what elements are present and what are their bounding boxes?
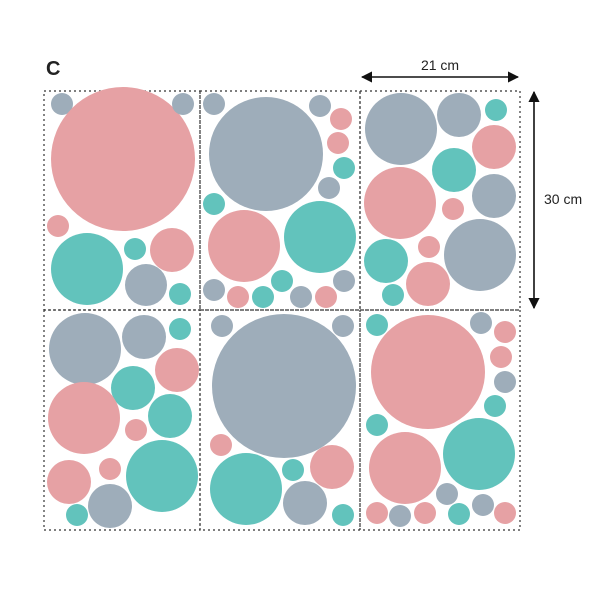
pink-dot-decal: [490, 346, 512, 368]
teal-dot-decal: [332, 504, 354, 526]
gray-dot-decal: [436, 483, 458, 505]
teal-dot-decal: [364, 239, 408, 283]
gray-dot-decal: [122, 315, 166, 359]
teal-dot-decal: [432, 148, 476, 192]
teal-dot-decal: [169, 318, 191, 340]
gray-dot-decal: [333, 270, 355, 292]
pink-dot-decal: [47, 460, 91, 504]
pink-dot-decal: [48, 382, 120, 454]
teal-dot-decal: [210, 453, 282, 525]
pink-dot-decal: [125, 419, 147, 441]
teal-dot-decal: [282, 459, 304, 481]
pink-dot-decal: [371, 315, 485, 429]
gray-dot-decal: [203, 279, 225, 301]
pink-dot-decal: [51, 87, 195, 231]
teal-dot-decal: [366, 314, 388, 336]
pink-dot-decal: [155, 348, 199, 392]
teal-dot-decal: [124, 238, 146, 260]
teal-dot-decal: [284, 201, 356, 273]
teal-dot-decal: [252, 286, 274, 308]
teal-dot-decal: [443, 418, 515, 490]
pink-dot-decal: [150, 228, 194, 272]
width-label: 21 cm: [421, 57, 459, 73]
pink-dot-decal: [315, 286, 337, 308]
teal-dot-decal: [126, 440, 198, 512]
pink-dot-decal: [47, 215, 69, 237]
teal-dot-decal: [333, 157, 355, 179]
gray-dot-decal: [211, 315, 233, 337]
teal-dot-decal: [448, 503, 470, 525]
gray-dot-decal: [472, 494, 494, 516]
pink-dot-decal: [310, 445, 354, 489]
pink-dot-decal: [406, 262, 450, 306]
pink-dot-decal: [99, 458, 121, 480]
teal-dot-decal: [366, 414, 388, 436]
teal-dot-decal: [51, 233, 123, 305]
gray-dot-decal: [49, 313, 121, 385]
pink-dot-decal: [414, 502, 436, 524]
width-dimension: 21 cm: [360, 57, 520, 83]
gray-dot-decal: [203, 93, 225, 115]
teal-dot-decal: [66, 504, 88, 526]
pink-dot-decal: [227, 286, 249, 308]
pink-dot-decal: [366, 502, 388, 524]
gray-dot-decal: [444, 219, 516, 291]
panel-frame: [359, 309, 521, 531]
gray-dot-decal: [172, 93, 194, 115]
pink-dot-decal: [494, 321, 516, 343]
pink-dot-decal: [330, 108, 352, 130]
panel-frame: [43, 90, 201, 311]
gray-dot-decal: [290, 286, 312, 308]
teal-dot-decal: [169, 283, 191, 305]
panel-frames: [43, 90, 521, 531]
gray-dot-decal: [125, 264, 167, 306]
pink-dot-decal: [442, 198, 464, 220]
gray-dot-decal: [51, 93, 73, 115]
teal-dot-decal: [271, 270, 293, 292]
gray-dot-decal: [283, 481, 327, 525]
gray-dot-decal: [318, 177, 340, 199]
pink-dot-decal: [418, 236, 440, 258]
pink-dot-decal: [210, 434, 232, 456]
gray-dot-decal: [494, 371, 516, 393]
sheet-label: C: [46, 58, 61, 80]
pink-dot-decal: [327, 132, 349, 154]
gray-dot-decal: [332, 315, 354, 337]
teal-dot-decal: [484, 395, 506, 417]
gray-dot-decal: [309, 95, 331, 117]
teal-dot-decal: [148, 394, 192, 438]
pink-dot-decal: [494, 502, 516, 524]
gray-dot-decal: [212, 314, 356, 458]
pink-dot-decal: [208, 210, 280, 282]
gray-dot-decal: [437, 93, 481, 137]
gray-dot-decal: [472, 174, 516, 218]
pink-dot-decal: [472, 125, 516, 169]
gray-dot-decal: [88, 484, 132, 528]
pink-dot-decal: [369, 432, 441, 504]
gray-dot-decal: [470, 312, 492, 334]
gray-dot-decal: [209, 97, 323, 211]
gray-dot-decal: [389, 505, 411, 527]
teal-dot-decal: [203, 193, 225, 215]
polka-dot-decals: [47, 87, 516, 528]
teal-dot-decal: [382, 284, 404, 306]
height-label: 30 cm: [544, 191, 582, 207]
height-dimension: 30 cm: [528, 90, 582, 310]
gray-dot-decal: [365, 93, 437, 165]
teal-dot-decal: [111, 366, 155, 410]
panel-frame: [199, 90, 361, 311]
teal-dot-decal: [485, 99, 507, 121]
pink-dot-decal: [364, 167, 436, 239]
panel-frame: [359, 90, 521, 311]
